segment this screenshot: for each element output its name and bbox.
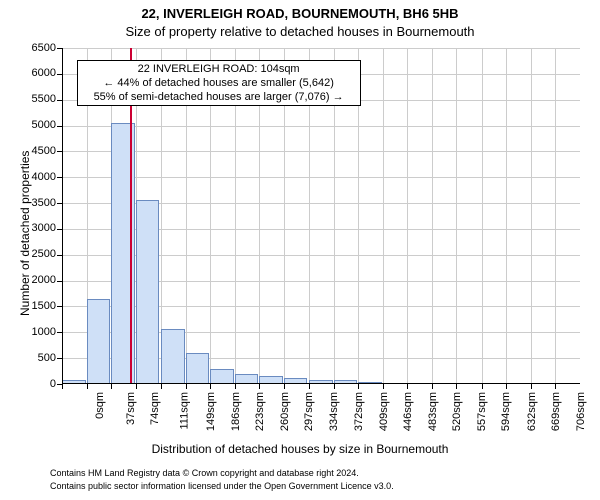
annotation-line: ← 44% of detached houses are smaller (5,…: [82, 76, 356, 90]
y-axis-line: [62, 48, 63, 384]
histogram-bar: [136, 200, 160, 384]
xtick-label: 557sqm: [476, 392, 488, 431]
xtick-mark: [210, 384, 211, 389]
xtick-label: 0sqm: [94, 392, 106, 419]
xtick-mark: [383, 384, 384, 389]
xtick-mark: [531, 384, 532, 389]
xtick-label: 594sqm: [501, 392, 513, 431]
ytick-label: 2000: [22, 274, 56, 286]
xtick-label: 74sqm: [149, 392, 161, 425]
xtick-mark: [407, 384, 408, 389]
x-axis-label: Distribution of detached houses by size …: [0, 442, 600, 456]
histogram-bar: [210, 369, 234, 385]
gridline-v: [456, 48, 457, 384]
ytick-label: 4500: [22, 145, 56, 157]
xtick-label: 297sqm: [303, 392, 315, 431]
xtick-mark: [235, 384, 236, 389]
histogram-bar: [161, 329, 185, 384]
ytick-label: 5500: [22, 93, 56, 105]
xtick-label: 632sqm: [526, 392, 538, 431]
annotation-line: 55% of semi-detached houses are larger (…: [82, 90, 356, 104]
gridline-v: [407, 48, 408, 384]
xtick-label: 149sqm: [205, 392, 217, 431]
xtick-label: 520sqm: [451, 392, 463, 431]
xtick-label: 372sqm: [353, 392, 365, 431]
xtick-label: 409sqm: [378, 392, 390, 431]
xtick-label: 706sqm: [575, 392, 587, 431]
annotation-line: 22 INVERLEIGH ROAD: 104sqm: [82, 62, 356, 76]
xtick-label: 223sqm: [254, 392, 266, 431]
histogram-bar: [87, 299, 111, 384]
copyright-line-2: Contains public sector information licen…: [50, 481, 394, 491]
ytick-label: 0: [22, 378, 56, 390]
gridline-v: [432, 48, 433, 384]
histogram-bar: [186, 353, 210, 384]
page-subtitle: Size of property relative to detached ho…: [0, 24, 600, 39]
xtick-mark: [284, 384, 285, 389]
gridline-h: [62, 177, 580, 178]
xtick-label: 483sqm: [427, 392, 439, 431]
xtick-mark: [482, 384, 483, 389]
ytick-label: 4000: [22, 171, 56, 183]
gridline-h: [62, 126, 580, 127]
xtick-label: 37sqm: [125, 392, 137, 425]
xtick-label: 260sqm: [279, 392, 291, 431]
xtick-label: 186sqm: [230, 392, 242, 431]
gridline-h: [62, 151, 580, 152]
xtick-mark: [555, 384, 556, 389]
gridline-h: [62, 48, 580, 49]
gridline-v: [506, 48, 507, 384]
copyright-line-1: Contains HM Land Registry data © Crown c…: [50, 468, 359, 478]
xtick-mark: [186, 384, 187, 389]
xtick-mark: [62, 384, 63, 389]
page-title: 22, INVERLEIGH ROAD, BOURNEMOUTH, BH6 5H…: [0, 6, 600, 21]
xtick-mark: [161, 384, 162, 389]
gridline-v: [555, 48, 556, 384]
ytick-label: 1500: [22, 300, 56, 312]
xtick-mark: [259, 384, 260, 389]
xtick-mark: [87, 384, 88, 389]
ytick-label: 6500: [22, 42, 56, 54]
xtick-label: 669sqm: [550, 392, 562, 431]
xtick-label: 111sqm: [178, 392, 190, 430]
ytick-label: 6000: [22, 67, 56, 79]
ytick-label: 3500: [22, 197, 56, 209]
xtick-mark: [309, 384, 310, 389]
xtick-mark: [456, 384, 457, 389]
ytick-label: 3000: [22, 222, 56, 234]
xtick-mark: [358, 384, 359, 389]
xtick-label: 334sqm: [328, 392, 340, 431]
ytick-label: 5000: [22, 119, 56, 131]
xtick-mark: [334, 384, 335, 389]
annotation-box: 22 INVERLEIGH ROAD: 104sqm← 44% of detac…: [77, 60, 361, 106]
xtick-mark: [506, 384, 507, 389]
ytick-label: 1000: [22, 326, 56, 338]
xtick-mark: [111, 384, 112, 389]
xtick-mark: [432, 384, 433, 389]
x-axis-line: [62, 383, 580, 384]
gridline-v: [383, 48, 384, 384]
gridline-v: [531, 48, 532, 384]
ytick-label: 2500: [22, 248, 56, 260]
xtick-label: 446sqm: [402, 392, 414, 431]
xtick-mark: [136, 384, 137, 389]
gridline-v: [482, 48, 483, 384]
ytick-label: 500: [22, 352, 56, 364]
chart-plot-area: 0500100015002000250030003500400045005000…: [62, 48, 580, 384]
